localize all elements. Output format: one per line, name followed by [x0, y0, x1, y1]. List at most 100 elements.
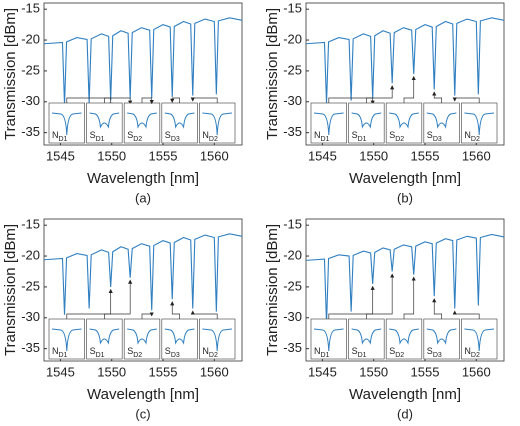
- inset-arrow: [104, 97, 133, 105]
- inset-arrow: [170, 97, 180, 103]
- inset-box: [48, 102, 85, 144]
- inset-label: SD1: [90, 130, 105, 142]
- inset-curve: [464, 328, 495, 352]
- inset-curve: [313, 328, 344, 352]
- inset-label: ND1: [314, 130, 330, 142]
- inset-arrow: [104, 279, 133, 319]
- x-tick-label: 1555: [411, 148, 440, 163]
- inset-label-main: N: [202, 346, 209, 356]
- inset-label: ND2: [464, 346, 480, 358]
- inset-label-sub: D2: [209, 352, 218, 359]
- spectrum-line: [305, 17, 505, 104]
- spectrum-line: [43, 233, 243, 315]
- y-tick-label: -15: [21, 1, 40, 16]
- inset-curve: [127, 112, 157, 129]
- inset-box: [199, 318, 236, 360]
- inset-curve: [426, 328, 457, 345]
- x-tick-label: 1555: [411, 364, 440, 379]
- x-tick-label: 1560: [200, 364, 229, 379]
- inset-arrow: [403, 75, 416, 103]
- inset-label-sub: D2: [133, 352, 142, 359]
- inset-label-sub: D2: [133, 136, 142, 143]
- inset-label-sub: D2: [471, 352, 480, 359]
- inset-label: SD2: [389, 346, 404, 358]
- inset-box: [461, 102, 498, 144]
- inset-arrow: [328, 285, 375, 319]
- inset-label-sub: D1: [358, 352, 367, 359]
- inset-arrow: [432, 298, 442, 319]
- inset-arrow: [190, 310, 218, 319]
- inset-curve: [426, 112, 457, 129]
- x-tick-label: 1550: [97, 148, 126, 163]
- inset-label-main: N: [202, 130, 209, 140]
- spectrum-line: [43, 17, 243, 105]
- inset-label: ND2: [464, 130, 480, 142]
- x-tick-label: 1545: [46, 148, 75, 163]
- inset-label-main: S: [127, 130, 133, 140]
- y-tick-label: -25: [21, 62, 40, 77]
- plot-frame: [305, 218, 505, 362]
- inset-label: ND2: [202, 130, 218, 142]
- x-tick-label: 1555: [149, 148, 178, 163]
- y-tick-label: -15: [283, 217, 302, 232]
- x-tick-label: 1545: [308, 148, 337, 163]
- x-tick-label: 1560: [462, 364, 491, 379]
- inset-label-main: N: [52, 130, 59, 140]
- inset-label-sub: D3: [171, 136, 180, 143]
- y-tick-label: -35: [21, 340, 40, 355]
- inset-label-sub: D2: [471, 136, 480, 143]
- inset-arrow: [66, 97, 113, 107]
- inset-label-main: S: [165, 346, 171, 356]
- inset-curve: [164, 112, 195, 129]
- inset-label-sub: D1: [96, 136, 105, 143]
- inset-label-sub: D3: [433, 136, 442, 143]
- inset-arrow: [452, 310, 480, 319]
- x-tick-label: 1550: [97, 364, 126, 379]
- inset-label: SD2: [389, 130, 404, 142]
- inset-curve: [389, 112, 419, 129]
- plot-frame: [305, 2, 505, 146]
- inset-arrow: [366, 273, 395, 319]
- inset-label-sub: D1: [59, 136, 68, 143]
- inset-label-sub: D1: [59, 352, 68, 359]
- inset-label: SD3: [427, 346, 442, 358]
- x-axis-label: Wavelength [nm]: [349, 386, 461, 403]
- y-tick-label: -35: [283, 340, 302, 355]
- inset-label-main: S: [427, 346, 433, 356]
- panel-caption: (a): [135, 190, 151, 205]
- inset-label-main: N: [464, 346, 471, 356]
- inset-label: SD3: [427, 130, 442, 142]
- inset-label: SD3: [165, 130, 180, 142]
- inset-label-main: N: [314, 130, 321, 140]
- panel-caption: (c): [135, 406, 150, 421]
- panel-caption: (d): [397, 406, 413, 421]
- inset-label-main: S: [90, 346, 96, 356]
- inset-box: [310, 102, 347, 144]
- y-tick-label: -30: [283, 93, 302, 108]
- inset-label-sub: D3: [433, 352, 442, 359]
- inset-label: SD1: [90, 346, 105, 358]
- inset-curve: [51, 328, 82, 352]
- x-tick-label: 1545: [46, 364, 75, 379]
- inset-label-main: S: [389, 130, 395, 140]
- y-axis-label: Transmission [dBm]: [264, 8, 281, 140]
- inset-curve: [202, 112, 233, 136]
- spectrum-line: [305, 233, 505, 324]
- inset-label: SD2: [127, 346, 142, 358]
- inset-label-main: S: [427, 130, 433, 140]
- inset-curve: [51, 112, 82, 136]
- inset-arrow: [403, 276, 416, 319]
- inset-curve: [202, 328, 233, 352]
- y-axis-label: Transmission [dBm]: [264, 224, 281, 356]
- inset-label-main: N: [52, 346, 59, 356]
- inset-arrow: [141, 312, 154, 319]
- inset-arrow: [366, 85, 395, 103]
- x-tick-label: 1550: [359, 148, 388, 163]
- x-axis-label: Wavelength [nm]: [349, 170, 461, 187]
- inset-arrow: [66, 288, 113, 319]
- inset-label: SD3: [165, 346, 180, 358]
